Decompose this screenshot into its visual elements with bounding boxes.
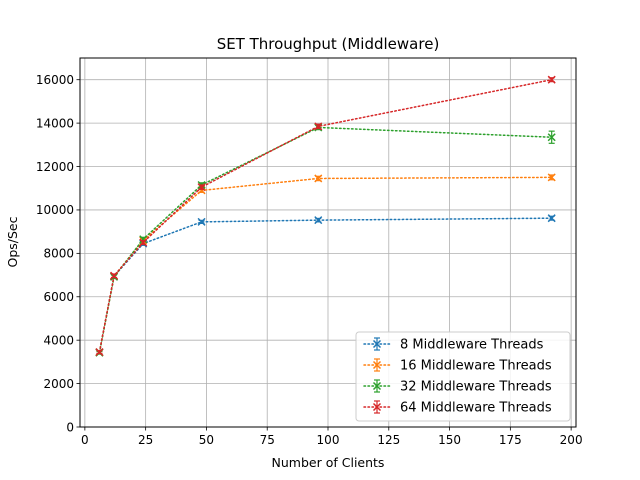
marker-stroke <box>547 214 556 223</box>
y-tick-label: 14000 <box>36 116 74 130</box>
marker-stroke <box>372 402 382 412</box>
legend-item: 16 Middleware Threads <box>363 358 552 374</box>
legend-label: 8 Middleware Threads <box>400 338 544 353</box>
marker-stroke <box>110 271 119 280</box>
x-tick-label: 0 <box>81 433 89 447</box>
series-layer <box>95 75 556 357</box>
legend-marker <box>372 402 382 412</box>
marker-stroke <box>547 133 556 142</box>
y-tick-label: 10000 <box>36 203 74 217</box>
marker-stroke <box>197 217 206 226</box>
marker-stroke <box>314 122 323 131</box>
legend-item: 64 Middleware Threads <box>363 400 552 416</box>
x-axis-label: Number of Clients <box>272 455 385 470</box>
marker-stroke <box>314 216 323 225</box>
x-tick-label: 175 <box>499 433 522 447</box>
data-point <box>139 235 148 244</box>
legend-label: 64 Middleware Threads <box>400 401 552 416</box>
ticks: 0 25 50 75 100 125 150 175 200020004000600080001… <box>36 73 583 447</box>
x-tick-label: 50 <box>199 433 214 447</box>
legend-label: 32 Middleware Threads <box>400 380 552 395</box>
data-point <box>547 173 556 182</box>
marker-stroke <box>372 339 382 349</box>
marker-stroke <box>372 381 382 391</box>
data-point <box>139 238 148 247</box>
data-point <box>314 122 323 131</box>
series-line <box>98 78 553 353</box>
data-point <box>314 216 323 225</box>
y-tick-label: 0 <box>66 420 74 434</box>
legend-item: 32 Middleware Threads <box>363 379 552 395</box>
x-tick-label: 200 <box>560 433 583 447</box>
marker-stroke <box>314 174 323 183</box>
x-tick-label: 100 <box>317 433 340 447</box>
legend-box <box>355 331 571 422</box>
marker-stroke <box>139 238 148 247</box>
data-point <box>547 75 556 84</box>
y-tick-label: 4000 <box>43 333 74 347</box>
data-point <box>547 133 556 142</box>
data-point <box>197 183 206 192</box>
y-tick-label: 2000 <box>43 377 74 391</box>
data-point <box>95 348 104 357</box>
marker-stroke <box>139 235 148 244</box>
x-tick-label: 75 <box>260 433 275 447</box>
y-axis-label: Ops/Sec <box>5 216 20 267</box>
data-point <box>314 174 323 183</box>
marker-stroke <box>197 183 206 192</box>
x-tick-label: 125 <box>377 433 400 447</box>
legend: 8 Middleware Threads 16 Middleware Thread… <box>355 331 571 422</box>
marker-stroke <box>95 348 104 357</box>
x-tick-label: 25 <box>138 433 153 447</box>
marker-stroke <box>547 173 556 182</box>
chart-title: SET Throughput (Middleware) <box>217 35 440 53</box>
data-point <box>547 214 556 223</box>
y-tick-label: 12000 <box>36 160 74 174</box>
y-tick-label: 16000 <box>36 73 74 87</box>
y-tick-label: 8000 <box>43 247 74 261</box>
marker-stroke <box>547 75 556 84</box>
marker-stroke <box>372 360 382 370</box>
data-point <box>110 271 119 280</box>
y-tick-label: 6000 <box>43 290 74 304</box>
legend-marker <box>372 360 382 370</box>
data-point <box>197 217 206 226</box>
legend-marker <box>372 339 382 349</box>
series-4 <box>95 75 556 357</box>
legend-label: 16 Middleware Threads <box>400 359 552 374</box>
legend-item: 8 Middleware Threads <box>363 337 544 353</box>
x-tick-label: 150 <box>438 433 461 447</box>
legend-marker <box>372 381 382 391</box>
